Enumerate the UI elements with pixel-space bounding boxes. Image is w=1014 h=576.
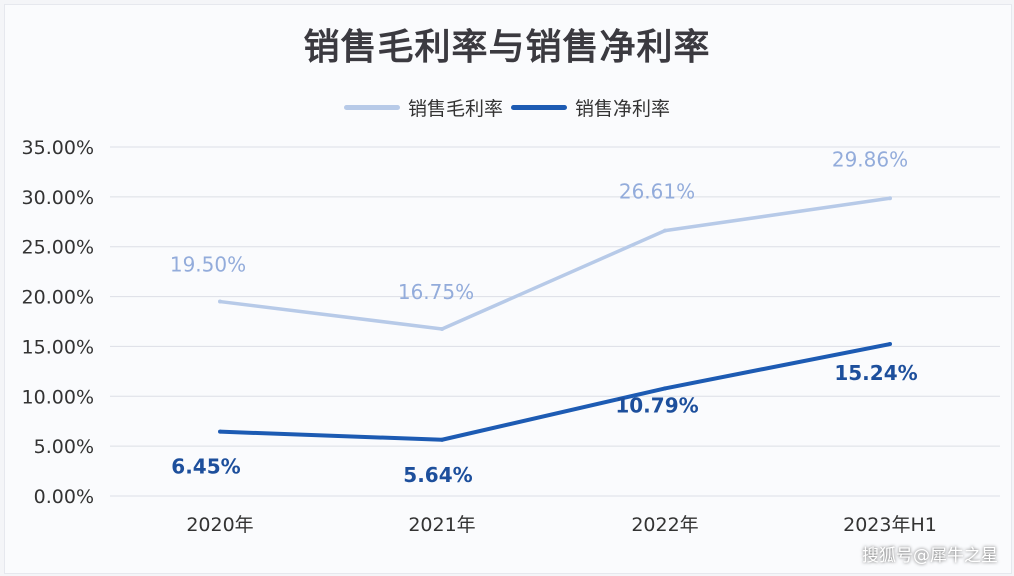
data-point bbox=[440, 326, 444, 331]
data-label: 26.61% bbox=[619, 180, 695, 204]
data-point bbox=[218, 299, 222, 304]
data-label: 6.45% bbox=[171, 455, 240, 479]
x-tick-label: 2023年H1 bbox=[843, 514, 937, 536]
x-tick-label: 2022年 bbox=[631, 514, 698, 536]
series-line-net bbox=[219, 342, 891, 442]
x-tick-label: 2021年 bbox=[408, 514, 475, 536]
legend-swatch-gross bbox=[343, 105, 400, 110]
y-tick-label: 15.00% bbox=[22, 336, 94, 358]
y-tick-label: 20.00% bbox=[22, 287, 94, 309]
y-tick-label: 35.00% bbox=[22, 137, 94, 159]
chart-frame bbox=[4, 4, 1012, 574]
legend-item-net: 销售净利率 bbox=[511, 94, 670, 121]
chart-title: 销售毛利率与销售净利率 bbox=[303, 27, 711, 68]
legend: 销售毛利率 销售净利率 bbox=[0, 94, 1014, 121]
data-point bbox=[440, 437, 444, 442]
legend-label-gross: 销售毛利率 bbox=[407, 98, 503, 120]
watermark: 搜狐号@犀牛之星 bbox=[862, 546, 998, 566]
data-label: 10.79% bbox=[615, 393, 698, 417]
data-label: 19.50% bbox=[170, 253, 246, 277]
legend-item-gross: 销售毛利率 bbox=[343, 94, 503, 121]
data-point bbox=[218, 429, 222, 434]
legend-swatch-net bbox=[511, 105, 567, 110]
y-tick-label: 0.00% bbox=[34, 486, 94, 508]
series-line-gross bbox=[219, 196, 891, 331]
data-point bbox=[888, 196, 892, 201]
data-label: 5.64% bbox=[403, 463, 472, 487]
y-tick-label: 10.00% bbox=[22, 386, 94, 408]
y-tick-label: 25.00% bbox=[22, 237, 94, 259]
data-point bbox=[663, 228, 667, 233]
y-tick-label: 30.00% bbox=[22, 187, 94, 209]
data-point bbox=[663, 386, 667, 391]
x-tick-label: 2020年 bbox=[186, 514, 253, 536]
data-label: 16.75% bbox=[398, 280, 474, 304]
data-label: 29.86% bbox=[832, 147, 908, 171]
legend-label-net: 销售净利率 bbox=[575, 98, 671, 120]
data-point bbox=[888, 342, 892, 347]
y-tick-label: 5.00% bbox=[34, 436, 94, 458]
data-label: 15.24% bbox=[834, 361, 917, 385]
